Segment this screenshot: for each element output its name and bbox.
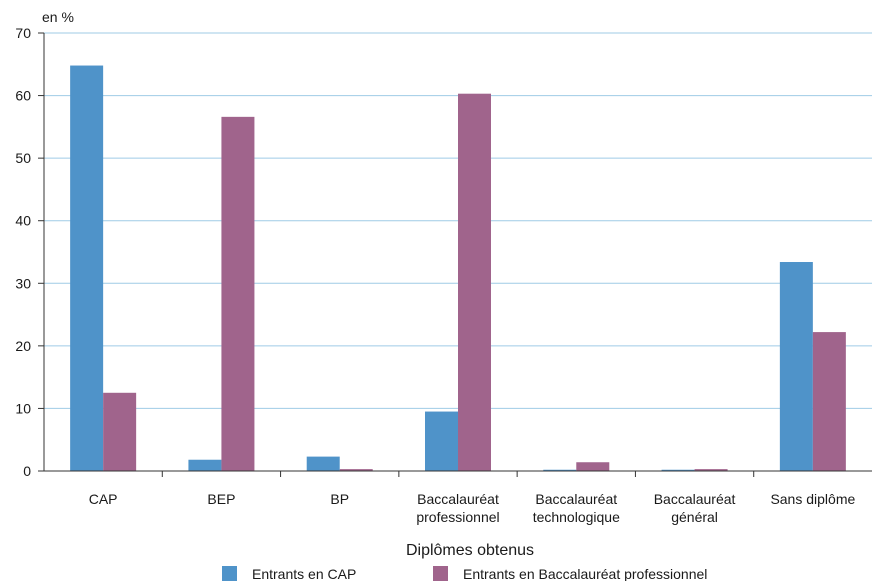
y-tick-label: 10 [15, 400, 31, 416]
x-tick-label: BP [330, 491, 349, 507]
x-tick-label: Baccalauréat général [654, 491, 736, 525]
bar-bac-pro-4 [576, 462, 610, 471]
bar-bac-pro-0 [103, 392, 137, 471]
x-tick-label-line: Baccalauréat [535, 491, 617, 507]
bar-bac-pro-2 [339, 469, 373, 471]
x-tick-label-line: technologique [533, 509, 620, 525]
x-tick-label-line: général [671, 509, 718, 525]
bar-cap-2 [306, 456, 340, 471]
y-tick-label: 30 [15, 275, 31, 291]
legend-label-cap: Entrants en CAP [252, 566, 356, 581]
x-tick-label: Sans diplôme [770, 491, 855, 507]
bar-bac-pro-6 [812, 332, 846, 471]
x-tick-label: Baccalauréat technologique [533, 491, 620, 525]
x-tick-label-line: professionnel [416, 509, 499, 525]
bar-cap-0 [70, 65, 104, 471]
y-tick-label: 60 [15, 88, 31, 104]
y-tick-label: 50 [15, 150, 31, 166]
x-tick-label-line: BP [330, 491, 349, 507]
tick-labels: 0 10 20 30 40 50 60 70 CAP BEP BP Baccalauréat profe… [15, 25, 855, 525]
legend-swatch-bac-pro [433, 566, 448, 581]
bar-bac-pro-5 [694, 469, 728, 471]
x-tick-label-line: Baccalauréat [417, 491, 499, 507]
x-axis-title: Diplômes obtenus [406, 542, 534, 559]
y-tick-label: 20 [15, 338, 31, 354]
x-tick-label-line: CAP [89, 491, 118, 507]
y-tick-label: 40 [15, 213, 31, 229]
axes [38, 32, 872, 477]
y-tick-label: 0 [23, 463, 31, 479]
x-tick-label: BEP [207, 491, 235, 507]
bar-cap-6 [779, 262, 813, 471]
bar-bac-pro-1 [221, 116, 255, 472]
x-tick-label-line: BEP [207, 491, 235, 507]
bar-bac-pro-3 [458, 93, 491, 472]
bars [70, 65, 846, 472]
legend-swatch-cap [222, 566, 237, 581]
bar-cap-3 [425, 411, 458, 471]
legend-label-bac-pro: Entrants en Baccalauréat professionnel [463, 566, 707, 581]
x-tick-label-line: Baccalauréat [654, 491, 736, 507]
x-tick-label-line: Sans diplôme [770, 491, 855, 507]
bar-cap-4 [543, 469, 577, 471]
y-tick-label: 70 [15, 25, 31, 41]
unit-label: en % [42, 9, 74, 25]
x-tick-label: CAP [89, 491, 118, 507]
bar-cap-1 [188, 459, 222, 471]
bar-cap-5 [661, 469, 695, 471]
legend: Entrants en CAP Entrants en Baccalauréat … [222, 566, 707, 582]
x-tick-label: Baccalauréat professionnel [416, 491, 499, 525]
